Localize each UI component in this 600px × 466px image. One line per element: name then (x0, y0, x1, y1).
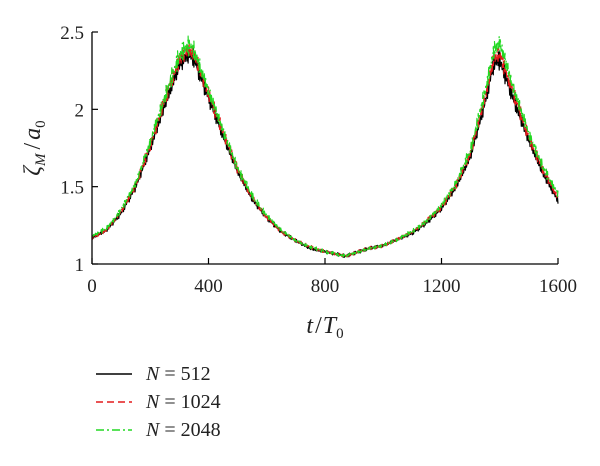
y-tick-label: 2.5 (60, 23, 84, 44)
plot-area: 0 400 800 1200 1600 1 1.5 2 2.5 (60, 23, 577, 297)
x-tick-label: 1200 (423, 276, 461, 297)
series-line-512 (91, 44, 559, 258)
x-axis-label: t/T0 (306, 313, 343, 342)
x-label-slash: / (315, 313, 322, 339)
series-layer (91, 35, 559, 258)
x-tick-label: 400 (194, 276, 223, 297)
y-axis-label: ζM / a0 (20, 120, 49, 175)
y-tick-label: 1.5 (60, 178, 84, 199)
y-label-sub1: M (33, 152, 49, 167)
y-label-slash: / (20, 142, 46, 149)
x-label-main: t (306, 313, 314, 339)
y-ticks: 1 1.5 2 2.5 (60, 23, 98, 276)
x-label-sub: 0 (336, 326, 344, 342)
x-tick-label: 800 (311, 276, 340, 297)
legend-entry-label: N = 1024 (145, 391, 221, 413)
series-line-2048 (91, 35, 559, 258)
y-tick-label: 1 (75, 255, 85, 276)
y-label-main: ζ (20, 164, 46, 176)
x-tick-label: 0 (87, 276, 97, 297)
y-tick-label: 2 (75, 100, 85, 121)
y-label-sub2: 0 (33, 120, 49, 128)
y-label-main2: a (20, 128, 46, 140)
legend: N = 512 N = 1024 N = 2048 (96, 363, 221, 441)
legend-entry-label: N = 512 (145, 363, 211, 385)
x-ticks: 0 400 800 1200 1600 (87, 258, 577, 297)
x-tick-label: 1600 (539, 276, 577, 297)
legend-entry-label: N = 2048 (145, 419, 221, 441)
x-label-sub-main: T (323, 313, 338, 339)
